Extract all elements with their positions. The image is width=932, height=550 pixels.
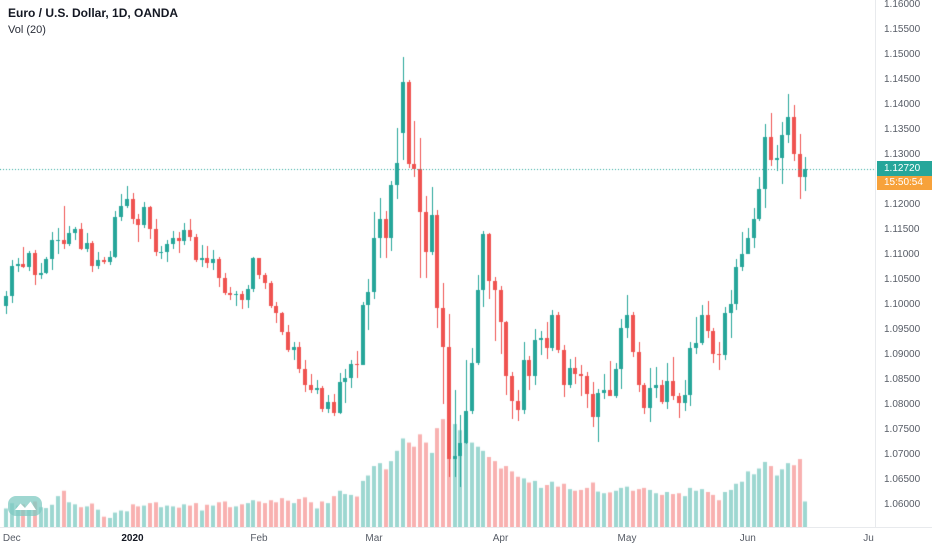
price-tick-label: 1.11000 [884,249,920,260]
price-tick-label: 1.15000 [884,49,921,60]
price-tick-label: 1.06500 [884,474,921,485]
chart-pane[interactable]: Euro / U.S. Dollar, 1D, OANDA Vol (20) [0,0,875,527]
tradingview-logo[interactable] [8,495,44,522]
tradingview-logo-icon [8,496,42,516]
price-tick-label: 1.14500 [884,74,921,85]
price-tick-label: 1.11500 [884,224,920,235]
price-tick-label: 1.13000 [884,149,921,160]
time-tick-label: Feb [250,533,268,544]
time-tick-label: Apr [492,533,509,544]
time-tick-label: Ju [863,533,874,544]
price-tick-label: 1.06000 [884,499,921,510]
chart-legend: Euro / U.S. Dollar, 1D, OANDA Vol (20) [8,6,178,36]
symbol-title[interactable]: Euro / U.S. Dollar, 1D, OANDA [8,6,179,20]
price-axis[interactable]: 1.12720 15:50:54 1.16000 1.15500 1.15000 1.… [875,0,932,527]
price-tick-label: 1.07500 [884,424,921,435]
price-tick-label: 1.08000 [884,399,921,410]
price-tick-label: 1.08500 [884,374,921,385]
price-tick-label: 1.09000 [884,349,921,360]
price-tick-label: 1.14000 [884,99,921,110]
price-chart-canvas[interactable] [0,0,875,527]
time-tick-label: May [617,533,637,544]
price-tick-label: 1.12000 [884,199,921,210]
time-tick-label: Jun [739,533,756,544]
price-tick-label: 1.09500 [884,324,921,335]
bar-countdown-label: 15:50:54 [877,176,932,190]
time-tick-label: Mar [365,533,383,544]
time-tick-label: Dec [2,533,21,544]
price-tick-label: 1.13500 [884,124,921,135]
time-axis[interactable]: Dec 2020 Feb Mar Apr May Jun Ju [0,527,932,550]
last-price-label: 1.12720 [877,161,932,176]
price-tick-label: 1.16000 [884,0,921,10]
time-tick-label: 2020 [121,533,144,544]
price-tick-label: 1.07000 [884,449,921,460]
volume-indicator-label[interactable]: Vol (20) [8,24,46,36]
price-tick-label: 1.15500 [884,24,921,35]
price-tick-label: 1.10500 [884,274,921,285]
price-tick-label: 1.10000 [884,299,921,310]
